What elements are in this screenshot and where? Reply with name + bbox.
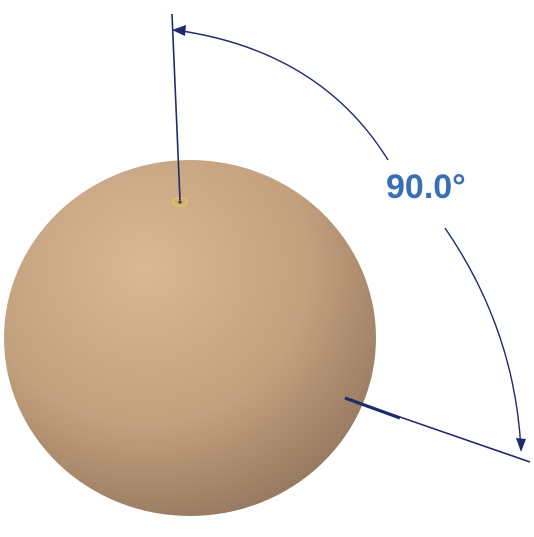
vertex-marker-dot — [178, 200, 182, 204]
horizontal-witness-line-thick — [344, 396, 401, 420]
angle-arc-lower[interactable] — [444, 227, 522, 451]
vertical-witness-line[interactable] — [171, 13, 181, 201]
angle-dimension-label[interactable]: 90.0° — [386, 168, 466, 206]
arc-arrowhead-top-icon — [172, 25, 186, 36]
sphere-body[interactable] — [4, 160, 376, 516]
arc-arrowhead-bottom-icon — [516, 438, 526, 452]
angle-arc-upper[interactable] — [174, 29, 389, 161]
